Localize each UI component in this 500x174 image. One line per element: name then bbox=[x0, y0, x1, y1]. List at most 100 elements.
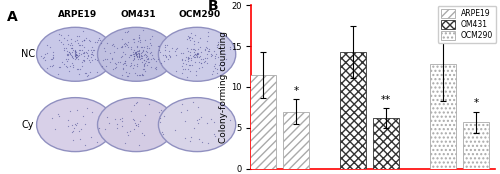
Point bbox=[80, 50, 88, 53]
Point bbox=[122, 30, 130, 33]
Point bbox=[68, 123, 76, 126]
Point bbox=[118, 45, 126, 48]
Point bbox=[68, 44, 76, 46]
Point bbox=[214, 40, 222, 43]
Point bbox=[160, 53, 168, 56]
Point bbox=[126, 64, 134, 67]
Point bbox=[73, 53, 81, 56]
Point bbox=[91, 57, 99, 60]
Point bbox=[138, 50, 146, 53]
Point bbox=[161, 45, 169, 48]
Point bbox=[134, 52, 142, 55]
Point bbox=[114, 126, 122, 129]
Point bbox=[48, 117, 56, 119]
Point bbox=[80, 115, 88, 118]
Point bbox=[95, 126, 103, 129]
Point bbox=[135, 49, 143, 52]
Point bbox=[190, 48, 198, 51]
Point bbox=[76, 44, 84, 46]
Point bbox=[84, 54, 92, 56]
Point bbox=[168, 46, 176, 49]
Point bbox=[201, 57, 209, 59]
Point bbox=[62, 65, 70, 68]
Point bbox=[131, 52, 139, 54]
Point bbox=[166, 55, 173, 58]
Point bbox=[130, 50, 138, 53]
Point bbox=[140, 53, 148, 56]
Point bbox=[181, 119, 189, 122]
Point bbox=[210, 49, 218, 52]
Point bbox=[133, 45, 141, 48]
Y-axis label: Colony-forming counting: Colony-forming counting bbox=[219, 31, 228, 143]
Point bbox=[66, 109, 74, 112]
Point bbox=[68, 47, 76, 49]
Point bbox=[136, 119, 143, 122]
Point bbox=[135, 144, 143, 147]
Point bbox=[218, 48, 226, 51]
Point bbox=[134, 44, 141, 47]
Point bbox=[54, 114, 62, 117]
Point bbox=[216, 64, 224, 66]
Point bbox=[75, 129, 83, 132]
Point bbox=[80, 39, 88, 42]
Point bbox=[64, 118, 72, 121]
Point bbox=[80, 39, 88, 42]
Point bbox=[217, 49, 225, 52]
Point bbox=[76, 44, 84, 47]
Point bbox=[154, 57, 162, 60]
Point bbox=[193, 53, 201, 56]
Point bbox=[43, 67, 51, 70]
Point bbox=[54, 73, 62, 76]
Point bbox=[210, 67, 218, 70]
Point bbox=[41, 58, 49, 61]
Point bbox=[136, 58, 144, 60]
Point bbox=[200, 61, 207, 64]
Point bbox=[70, 55, 78, 58]
Point bbox=[140, 49, 147, 52]
Point bbox=[165, 53, 173, 56]
Point bbox=[174, 47, 182, 50]
Point bbox=[46, 64, 54, 67]
Point bbox=[135, 54, 143, 56]
Point bbox=[132, 52, 140, 55]
Point bbox=[138, 45, 145, 48]
Point bbox=[160, 49, 168, 52]
Point bbox=[58, 60, 66, 63]
Text: *: * bbox=[474, 98, 478, 108]
Point bbox=[130, 117, 138, 120]
Point bbox=[193, 53, 201, 56]
Point bbox=[89, 54, 97, 57]
Point bbox=[204, 47, 212, 50]
Point bbox=[138, 29, 146, 32]
Point bbox=[208, 70, 216, 72]
Point bbox=[46, 46, 54, 49]
Point bbox=[134, 50, 142, 53]
Point bbox=[183, 109, 191, 112]
Point bbox=[58, 41, 66, 44]
Point bbox=[84, 49, 92, 51]
Point bbox=[194, 106, 202, 109]
Point bbox=[179, 61, 187, 64]
Point bbox=[192, 119, 200, 122]
Point bbox=[213, 43, 221, 46]
Point bbox=[192, 49, 200, 52]
Point bbox=[135, 51, 143, 54]
Point bbox=[133, 54, 141, 57]
Text: OCM290: OCM290 bbox=[178, 10, 220, 19]
Point bbox=[89, 48, 97, 51]
Point bbox=[44, 52, 52, 54]
Point bbox=[141, 38, 149, 41]
Point bbox=[132, 50, 140, 53]
Point bbox=[143, 57, 151, 60]
Point bbox=[88, 59, 96, 62]
Point bbox=[67, 38, 75, 41]
Point bbox=[129, 37, 137, 40]
Point bbox=[190, 40, 198, 43]
Point bbox=[78, 59, 86, 61]
Point bbox=[90, 40, 98, 43]
Point bbox=[198, 141, 205, 144]
Point bbox=[136, 51, 144, 54]
Point bbox=[172, 54, 180, 57]
Point bbox=[85, 38, 93, 41]
Point bbox=[130, 54, 138, 57]
